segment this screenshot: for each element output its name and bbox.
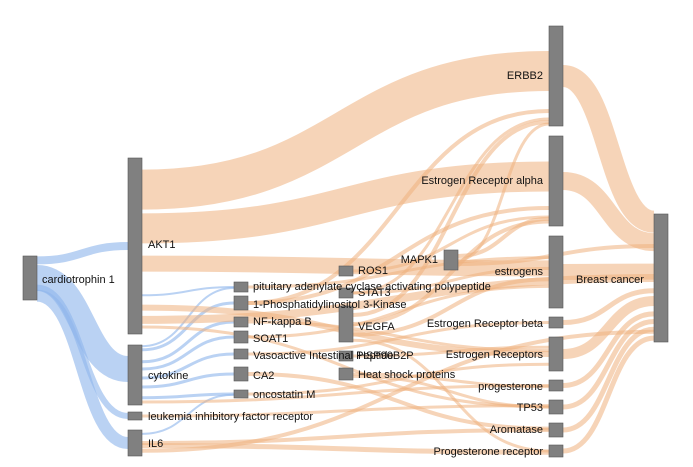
- node-ros1: [338, 265, 354, 277]
- link-era-breastcancer: [562, 172, 655, 252]
- link-tp53-breastcancer: [562, 319, 655, 410]
- link-cardiotrophin1-akt1: [36, 242, 129, 265]
- link-vegfa-erbb2: [352, 120, 550, 317]
- label-progesterone-receptor: Progesterone receptor: [434, 446, 544, 458]
- label-vegfa: VEGFA: [358, 321, 395, 333]
- label-breast-cancer: Breast cancer: [576, 274, 644, 286]
- node-lifr: [127, 411, 143, 421]
- link-ros1-era: [352, 215, 550, 273]
- link-akt1-era: [141, 161, 550, 244]
- link-cytokine-soat1: [141, 335, 235, 371]
- link-hsp-tp53: [352, 374, 550, 409]
- label-aromatase: Aromatase: [490, 424, 543, 436]
- label-ca2: CA2: [253, 370, 274, 382]
- label-lifr: leukemia inhibitory factor receptor: [148, 411, 313, 423]
- label-layer: cardiotrophin 1 AKT1 cytokine leukemia i…: [42, 70, 644, 458]
- label-estrogen-receptor-beta: Estrogen Receptor beta: [427, 318, 544, 330]
- label-hsp90b2p: HSP90B2P: [358, 350, 414, 362]
- label-pi3k: 1-Phosphatidylinositol 3-Kinase: [253, 299, 406, 311]
- label-progesterone: progesterone: [478, 381, 543, 393]
- node-aromatase: [548, 422, 564, 438]
- node-pgr: [548, 444, 564, 458]
- label-akt1: AKT1: [148, 239, 176, 251]
- label-tp53: TP53: [517, 402, 543, 414]
- label-estrogen-receptors: Estrogen Receptors: [446, 349, 544, 361]
- link-cytokine-osm: [141, 392, 235, 400]
- link-ers-breastcancer: [562, 296, 655, 359]
- label-soat1: SOAT1: [253, 333, 288, 345]
- label-cytokine: cytokine: [148, 370, 188, 382]
- node-mapk1: [443, 249, 459, 271]
- node-breastcancer: [653, 213, 669, 343]
- node-vegfa: [338, 305, 354, 343]
- label-vip: Vasoactive Intestinal Peptide: [253, 350, 393, 362]
- link-il6-aromatase: [141, 428, 550, 445]
- link-cardiotrophin1-il6: [35, 289, 130, 449]
- link-cytokine-nfkb: [141, 320, 235, 364]
- link-akt1-tp53: [141, 325, 550, 409]
- node-ers: [548, 336, 564, 372]
- label-pacap: pituitary adenylate cyclase activating p…: [253, 281, 491, 293]
- link-vip-erb: [247, 321, 550, 356]
- label-mapk1: MAPK1: [401, 254, 438, 266]
- node-layer: [22, 25, 669, 458]
- link-erb-breastcancer: [562, 288, 655, 325]
- node-il6: [127, 429, 143, 457]
- node-cytokine: [127, 344, 143, 406]
- node-soat1: [233, 330, 249, 344]
- label-erbb2: ERBB2: [507, 70, 543, 82]
- node-cardiotrophin1: [22, 255, 38, 301]
- label-cardiotrophin-1: cardiotrophin 1: [42, 274, 115, 286]
- link-lifr-tp53: [141, 404, 550, 418]
- label-heat-shock-proteins: Heat shock proteins: [358, 369, 456, 381]
- node-era: [548, 135, 564, 227]
- node-hsp: [338, 367, 354, 381]
- link-pacap-estrogens: [247, 256, 550, 289]
- link-stat3-estrogens: [352, 266, 550, 295]
- link-akt1-pacap: [141, 286, 235, 297]
- link-pgr-breastcancer: [562, 335, 655, 454]
- link-mapk1-erbb2: [457, 122, 550, 262]
- node-erbb2: [548, 25, 564, 127]
- link-pi3k-erbb2: [247, 109, 550, 305]
- link-stat3-erbb2: [352, 117, 550, 295]
- link-vegfa-pgr: [352, 338, 550, 453]
- link-hsp-progesterone: [352, 372, 550, 389]
- link-cytokine-ca2: [141, 372, 235, 389]
- link-cardiotrophin1-cytokine: [35, 265, 130, 382]
- label-osm: oncostatin M: [253, 389, 315, 401]
- link-vegfa-estrogens: [352, 277, 550, 337]
- node-progesterone: [548, 379, 564, 392]
- label-il6: IL6: [148, 438, 163, 450]
- link-ca2-aromatase: [247, 372, 550, 431]
- node-erb: [548, 316, 564, 329]
- node-estrogens: [548, 235, 564, 309]
- link-erbb2-breastcancer: [560, 65, 657, 233]
- node-nfkb: [233, 316, 249, 328]
- node-pacap: [233, 281, 249, 293]
- link-aromatase-breastcancer: [562, 326, 655, 433]
- node-pi3k: [233, 295, 249, 311]
- node-akt1: [127, 157, 143, 335]
- node-vip: [233, 348, 249, 360]
- label-estrogens: estrogens: [495, 266, 544, 278]
- label-stat3: STAT3: [358, 287, 391, 299]
- link-cytokine-progesterone: [141, 384, 550, 404]
- link-progesterone-breastcancer: [562, 311, 655, 388]
- link-cytokine-pi3k: [141, 301, 235, 352]
- node-hsp90b2p: [338, 350, 354, 362]
- label-ros1: ROS1: [358, 265, 388, 277]
- node-ca2: [233, 366, 249, 382]
- node-tp53: [548, 399, 564, 415]
- label-estrogen-receptor-alpha: Estrogen Receptor alpha: [421, 175, 544, 187]
- link-cytokine-vip: [141, 352, 235, 380]
- label-nfkb: NF-kappa B: [253, 316, 312, 328]
- link-akt1-erbb2: [141, 51, 550, 210]
- link-soat1-estrogens: [247, 284, 550, 339]
- node-stat3: [338, 287, 354, 299]
- link-hsp90b2p-ers: [352, 345, 550, 358]
- node-osm: [233, 389, 249, 399]
